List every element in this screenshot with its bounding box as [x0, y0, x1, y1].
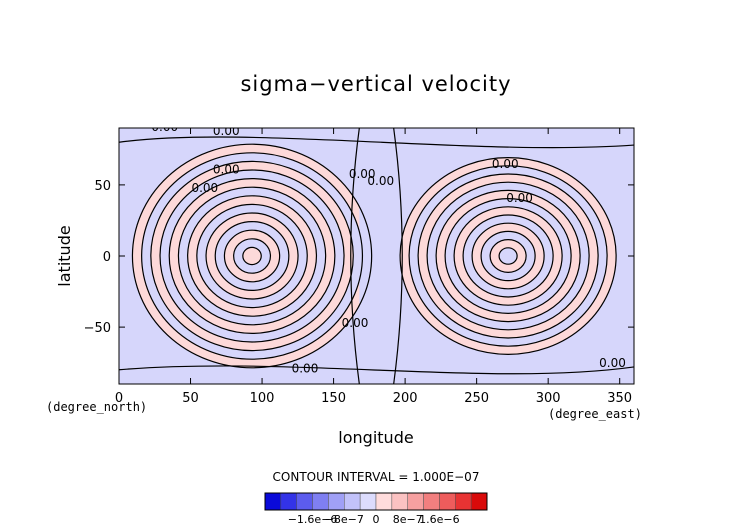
- x-axis-ticks: 0 50 100 150 200 250 300 350: [115, 128, 632, 406]
- x-axis-label: longitude: [338, 428, 413, 447]
- contour-label: 0.00: [492, 157, 519, 171]
- x-tick-label: 150: [321, 391, 346, 406]
- colorbar: [264, 492, 488, 511]
- contour-line: [462, 214, 554, 298]
- contour-label: 0.00: [349, 167, 376, 181]
- colorbar-swatch: [344, 492, 361, 511]
- contour-line: [489, 239, 527, 274]
- contour-band: [499, 247, 518, 265]
- contour-label: 0.00: [213, 163, 240, 177]
- contour-line: [159, 169, 345, 343]
- contour-label: 0.00: [599, 356, 626, 370]
- colorbar-tick-label: −8e−7: [325, 513, 364, 526]
- y-axis-ticks: 50 0 −50: [84, 179, 634, 336]
- x-tick-label: 300: [536, 391, 561, 406]
- x-tick-label: 350: [607, 391, 632, 406]
- colorbar-swatch: [391, 492, 408, 511]
- y-tick-label: 50: [94, 179, 111, 194]
- colorbar-tick-label: 0: [373, 513, 380, 526]
- colorbar-swatch: [359, 492, 377, 511]
- contour-label: 0.00: [213, 124, 240, 138]
- contour-line: [177, 186, 327, 326]
- y-axis-label: latitude: [55, 225, 74, 286]
- colorbar-swatch: [470, 492, 488, 511]
- contour-line: [150, 160, 354, 352]
- contour-line: [205, 212, 299, 300]
- contour-line: [168, 178, 336, 335]
- x-tick-label: 0: [115, 391, 123, 406]
- contour-label: 0.00: [342, 316, 369, 330]
- contour-label: 0.00: [191, 181, 218, 195]
- colorbar-swatch: [296, 492, 313, 511]
- contour-label: 0.00: [367, 174, 394, 188]
- contour-line: [417, 173, 599, 339]
- colorbar-swatch: [407, 492, 424, 511]
- contour-line: [242, 246, 262, 266]
- colorbar-swatch: [423, 492, 440, 511]
- contour-line: [223, 229, 281, 283]
- colorbar-swatch: [455, 492, 472, 511]
- x-tick-label: 50: [182, 391, 199, 406]
- x-tick-label: 250: [464, 391, 489, 406]
- contour-band: [359, 128, 394, 384]
- colorbar-swatch: [328, 492, 345, 511]
- colorbar-frame: [264, 492, 488, 511]
- contour-band: [242, 247, 262, 265]
- contour-label: 0.00: [292, 362, 319, 376]
- colorbar-tick-label: 8e−7: [393, 513, 423, 526]
- contour-line: [196, 203, 308, 309]
- contour-line: [187, 195, 318, 317]
- colorbar-swatch: [312, 492, 329, 511]
- contour-line: [393, 128, 403, 384]
- contour-line: [131, 143, 373, 369]
- colorbar-swatch: [439, 492, 456, 511]
- contour-lines: [119, 128, 634, 384]
- contour-line: [214, 221, 290, 292]
- contour-line: [350, 128, 360, 384]
- colorbar-tick-label: −1.6e−6: [288, 513, 338, 526]
- colorbar-tick-labels: −1.6e−6−8e−7 0 8e−71.6e−6: [288, 513, 460, 526]
- colorbar-swatch: [280, 492, 297, 511]
- contour-label: 0.00: [151, 120, 178, 134]
- contour-line: [233, 238, 272, 274]
- contour-line: [408, 165, 608, 347]
- contour-line: [444, 198, 572, 315]
- contour-line: [399, 157, 617, 356]
- contour-label: 0.00: [506, 191, 533, 205]
- y-tick-label: −50: [84, 321, 111, 336]
- contour-line: [498, 247, 518, 265]
- y-unit-label: (degree_north): [46, 400, 147, 414]
- contour-line: [119, 136, 634, 149]
- contour-line: [426, 181, 590, 331]
- contour-line: [435, 189, 581, 323]
- y-tick-label: 0: [103, 250, 111, 265]
- x-tick-label: 100: [250, 391, 275, 406]
- contour-line: [453, 206, 563, 306]
- contour-interval-label: CONTOUR INTERVAL = 1.000E−07: [273, 470, 480, 484]
- x-tick-label: 200: [393, 391, 418, 406]
- contour-line: [480, 230, 536, 282]
- contour-labels: 0.00 0.000.000.000.000.000.000.000.000.00…: [151, 120, 626, 376]
- colorbar-tick-label: 1.6e−6: [419, 513, 459, 526]
- contour-line: [119, 365, 634, 375]
- colorbar-swatch: [264, 492, 282, 511]
- colorbar-swatch: [375, 492, 393, 511]
- chart-title: sigma−vertical velocity: [240, 72, 511, 96]
- plot-area: 0.00 0.000.000.000.000.000.000.000.000.00…: [119, 120, 634, 384]
- contour-line: [471, 222, 545, 290]
- x-unit-label: (degree_east): [548, 407, 642, 421]
- contour-line: [141, 152, 364, 360]
